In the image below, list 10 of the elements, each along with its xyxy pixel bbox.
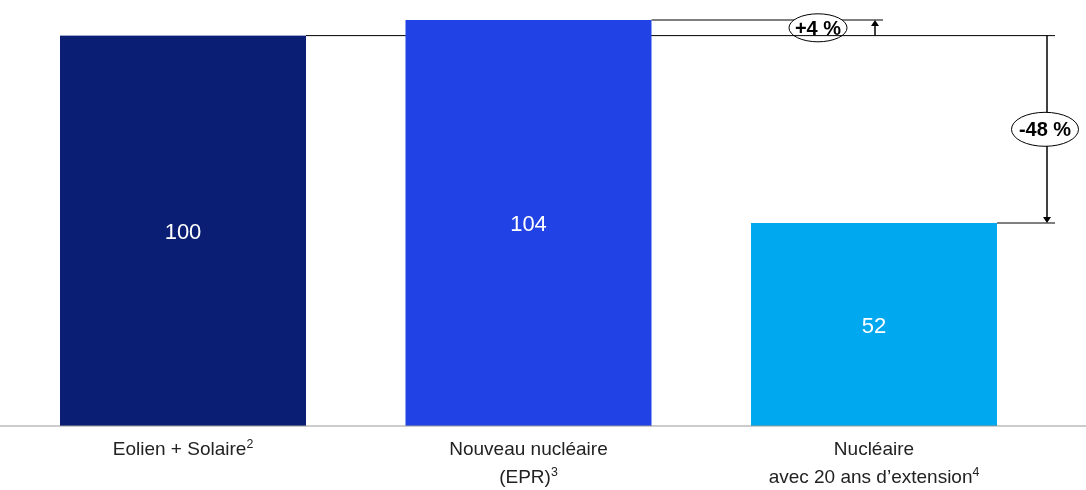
x-tick-label: Eolien + Solaire$^{2}$	[112, 437, 254, 459]
change-bracket: -48 %	[996, 34, 1079, 224]
annotation: +4 %	[794, 16, 842, 39]
annotation: -48 %	[1018, 118, 1072, 141]
x-tick-label: Nucléaire avec 20 ans d’extension$^{4}$	[768, 438, 980, 487]
data-label: 100	[164, 218, 202, 244]
data-label: 104	[510, 211, 547, 236]
data-label: 52	[861, 312, 887, 338]
change-bracket: +4 %	[651, 13, 884, 43]
x-tick-label: Nouveau nucléaire (EPR)$^{3}$	[449, 438, 608, 487]
